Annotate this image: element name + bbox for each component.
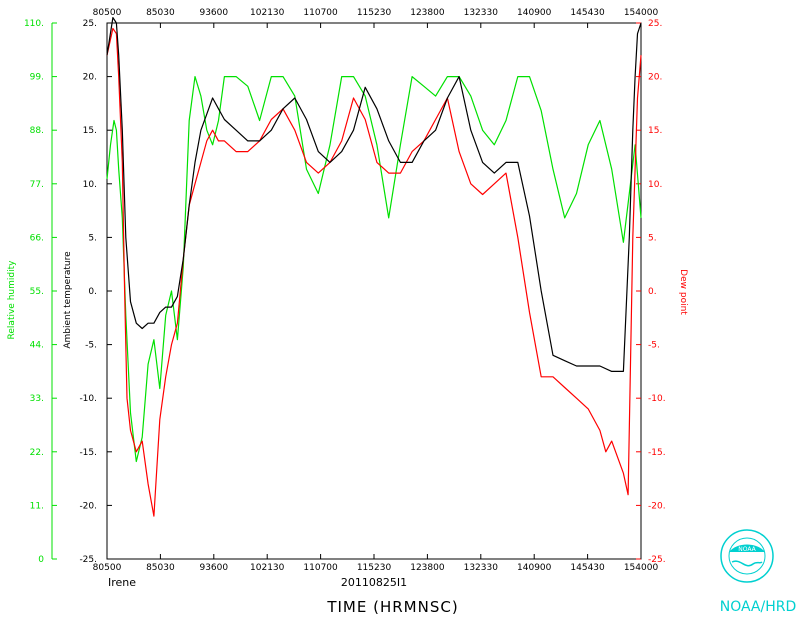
rh-tick-label: 99.: [30, 73, 44, 83]
dewpoint-tick-label: -10.: [648, 394, 666, 404]
x-tick-label: 115230: [357, 563, 392, 573]
x-tick-label: 80500: [93, 563, 122, 573]
rh-tick-label: 66.: [30, 233, 44, 243]
org-label: NOAA/HRD: [720, 599, 797, 615]
temperature-tick-label: 5.: [88, 233, 97, 243]
temperature-tick-label: 15.: [83, 126, 97, 136]
x-tick-label: 110700: [303, 563, 338, 573]
dewpoint-tick-label: 10.: [648, 180, 662, 190]
dewpoint-line: [106, 27, 642, 517]
x-tick-label-top: 123800: [410, 8, 445, 18]
dewpoint-tick-label: -20.: [648, 501, 666, 511]
dewpoint-tick-label: 25.: [648, 19, 662, 29]
series-layer: [106, 17, 642, 517]
rh-tick-label: 88.: [30, 126, 44, 136]
dewpoint-tick-labels: 25. 20. 15. 10. 5. 0. -5. -10. -15. -20. -25.: [636, 19, 666, 565]
temperature-tick-label: -10.: [79, 394, 97, 404]
temperature-line: [106, 17, 642, 372]
x-tick-label-top: 154000: [624, 8, 659, 18]
rh-tick-label: 0: [38, 555, 44, 565]
flight-id: 20110825I1: [341, 576, 407, 589]
svg-text:NOAA: NOAA: [738, 546, 756, 553]
x-tick-label-top: 85030: [146, 8, 175, 18]
x-tick-label: 145430: [570, 563, 605, 573]
x-tick-label: 140900: [517, 563, 552, 573]
temperature-axis-title: Ambient temperature: [63, 251, 73, 349]
x-axis-title: TIME (HRMNSC): [326, 598, 458, 616]
dewpoint-tick-label: 0.: [648, 287, 657, 297]
storm-name: Irene: [108, 576, 136, 589]
noaa-logo: NOAA: [720, 529, 774, 583]
x-tick-labels-bottom: 80500 85030 93600 102130 110700 115230 123800 1…: [93, 554, 659, 573]
rh-tick-label: 55.: [30, 287, 44, 297]
x-tick-label: 93600: [199, 563, 228, 573]
rh-tick-labels: 110. 99. 88. 77. 66. 55. 44. 33. 22. 11. 0: [24, 19, 57, 565]
rh-tick-label: 77.: [30, 180, 44, 190]
rh-tick-label: 33.: [30, 394, 44, 404]
x-tick-label-top: 102130: [250, 8, 285, 18]
dewpoint-tick-label: 20.: [648, 73, 662, 83]
x-tick-label: 132330: [464, 563, 499, 573]
dewpoint-axis-title: Dew point: [678, 269, 688, 315]
x-tick-label-top: 80500: [93, 8, 122, 18]
temperature-tick-label: 0.: [88, 287, 97, 297]
dewpoint-tick-label: 5.: [648, 233, 657, 243]
temperature-tick-label: 25.: [83, 19, 97, 29]
rh-axis-title: Relative humidity: [7, 260, 17, 340]
rh-tick-label: 22.: [30, 448, 44, 458]
x-tick-label-top: 132330: [464, 8, 499, 18]
x-tick-label-top: 110700: [303, 8, 338, 18]
temperature-tick-label: 20.: [83, 73, 97, 83]
temperature-tick-label: -25.: [79, 555, 97, 565]
temperature-tick-label: -15.: [79, 448, 97, 458]
x-tick-label: 102130: [250, 563, 285, 573]
x-tick-label-top: 145430: [570, 8, 605, 18]
humidity-line: [106, 75, 642, 463]
dewpoint-tick-label: -5.: [648, 341, 660, 351]
x-tick-label: 123800: [410, 563, 445, 573]
x-tick-label-top: 93600: [199, 8, 228, 18]
temperature-tick-label: -5.: [85, 341, 97, 351]
dewpoint-tick-label: 15.: [648, 126, 662, 136]
rh-tick-label: 11.: [30, 501, 44, 511]
x-tick-label: 154000: [624, 563, 659, 573]
temperature-tick-label: -20.: [79, 501, 97, 511]
temperature-tick-label: 10.: [83, 180, 97, 190]
dewpoint-tick-label: -15.: [648, 448, 666, 458]
x-tick-label-top: 140900: [517, 8, 552, 18]
dewpoint-tick-label: -25.: [648, 555, 666, 565]
rh-tick-label: 110.: [24, 19, 44, 29]
rh-tick-label: 44.: [30, 341, 44, 351]
x-tick-label: 85030: [146, 563, 175, 573]
temperature-tick-labels: 25. 20. 15. 10. 5. 0. -5. -10. -15. -20. -25.: [79, 19, 112, 565]
x-tick-label-top: 115230: [357, 8, 392, 18]
x-tick-labels-top: 80500 85030 93600 102130 110700 115230 123800 1…: [93, 8, 659, 28]
